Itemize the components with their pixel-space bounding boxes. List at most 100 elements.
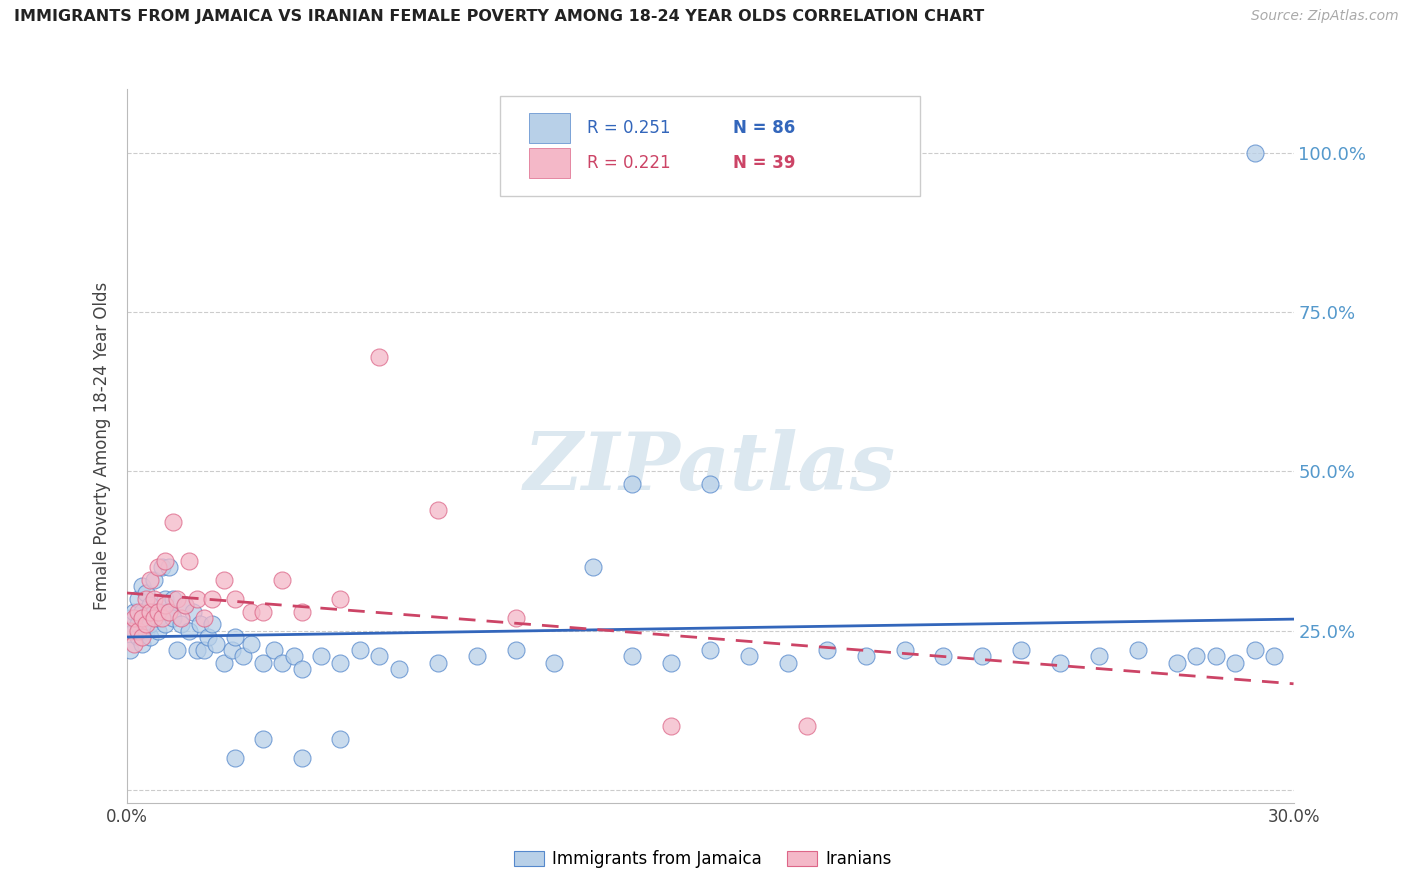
- Point: [139, 573, 162, 587]
- Text: N = 39: N = 39: [734, 154, 796, 172]
- Point: [221, 643, 243, 657]
- Point: [131, 611, 153, 625]
- Point: [505, 643, 527, 657]
- Point: [224, 630, 246, 644]
- Point: [309, 649, 332, 664]
- Point: [131, 630, 153, 644]
- Point: [426, 502, 449, 516]
- Point: [146, 560, 169, 574]
- Point: [162, 591, 184, 606]
- Point: [1088, 649, 1111, 664]
- Point: [150, 560, 173, 574]
- Y-axis label: Female Poverty Among 18-24 Year Olds: Female Poverty Among 18-24 Year Olds: [93, 282, 111, 610]
- Point: [290, 662, 312, 676]
- Point: [1185, 649, 1208, 664]
- Point: [1126, 643, 1149, 657]
- Point: [388, 662, 411, 676]
- Point: [290, 605, 312, 619]
- Point: [120, 624, 142, 638]
- Point: [146, 624, 169, 638]
- Point: [252, 656, 274, 670]
- Point: [1049, 656, 1071, 670]
- Point: [131, 636, 153, 650]
- Point: [815, 643, 838, 657]
- Point: [1223, 656, 1246, 670]
- Point: [224, 591, 246, 606]
- Point: [166, 591, 188, 606]
- Point: [135, 624, 157, 638]
- Point: [150, 605, 173, 619]
- Point: [659, 719, 682, 733]
- Text: ZIPatlas: ZIPatlas: [524, 429, 896, 506]
- Point: [271, 656, 294, 670]
- Point: [135, 617, 157, 632]
- Point: [349, 643, 371, 657]
- Point: [162, 516, 184, 530]
- Point: [155, 599, 177, 613]
- Point: [170, 611, 193, 625]
- Point: [174, 599, 197, 613]
- Point: [142, 605, 165, 619]
- Point: [174, 599, 197, 613]
- Point: [155, 554, 177, 568]
- Point: [582, 560, 605, 574]
- Point: [135, 591, 157, 606]
- Point: [621, 649, 644, 664]
- Point: [212, 656, 235, 670]
- Point: [135, 585, 157, 599]
- FancyBboxPatch shape: [501, 96, 920, 196]
- Point: [127, 630, 149, 644]
- Point: [131, 605, 153, 619]
- Point: [1263, 649, 1285, 664]
- Point: [177, 554, 200, 568]
- Point: [157, 605, 180, 619]
- Point: [142, 611, 165, 625]
- Text: Source: ZipAtlas.com: Source: ZipAtlas.com: [1251, 9, 1399, 23]
- Point: [139, 630, 162, 644]
- Point: [139, 605, 162, 619]
- Point: [893, 643, 915, 657]
- Point: [232, 649, 254, 664]
- Point: [124, 605, 146, 619]
- Point: [142, 573, 165, 587]
- Point: [120, 611, 142, 625]
- Point: [329, 732, 352, 747]
- Point: [127, 617, 149, 632]
- Point: [124, 611, 146, 625]
- Point: [131, 579, 153, 593]
- Point: [271, 573, 294, 587]
- Point: [659, 656, 682, 670]
- Point: [139, 617, 162, 632]
- Text: R = 0.251: R = 0.251: [588, 119, 671, 136]
- Point: [738, 649, 761, 664]
- Point: [855, 649, 877, 664]
- Point: [120, 643, 142, 657]
- Point: [190, 617, 212, 632]
- Point: [181, 605, 204, 619]
- Point: [127, 591, 149, 606]
- Text: R = 0.221: R = 0.221: [588, 154, 671, 172]
- Point: [155, 617, 177, 632]
- Point: [155, 591, 177, 606]
- Point: [776, 656, 799, 670]
- Bar: [529, 112, 569, 143]
- Point: [1243, 643, 1265, 657]
- Point: [465, 649, 488, 664]
- Point: [146, 605, 169, 619]
- Point: [142, 591, 165, 606]
- Point: [135, 611, 157, 625]
- Point: [193, 611, 215, 625]
- Point: [368, 649, 391, 664]
- Point: [127, 605, 149, 619]
- Point: [1010, 643, 1032, 657]
- Point: [796, 719, 818, 733]
- Bar: [529, 148, 569, 178]
- Point: [124, 624, 146, 638]
- Point: [205, 636, 228, 650]
- Text: IMMIGRANTS FROM JAMAICA VS IRANIAN FEMALE POVERTY AMONG 18-24 YEAR OLDS CORRELAT: IMMIGRANTS FROM JAMAICA VS IRANIAN FEMAL…: [14, 9, 984, 24]
- Point: [170, 617, 193, 632]
- Point: [150, 611, 173, 625]
- Point: [197, 630, 219, 644]
- Point: [368, 350, 391, 364]
- Legend: Immigrants from Jamaica, Iranians: Immigrants from Jamaica, Iranians: [508, 844, 898, 875]
